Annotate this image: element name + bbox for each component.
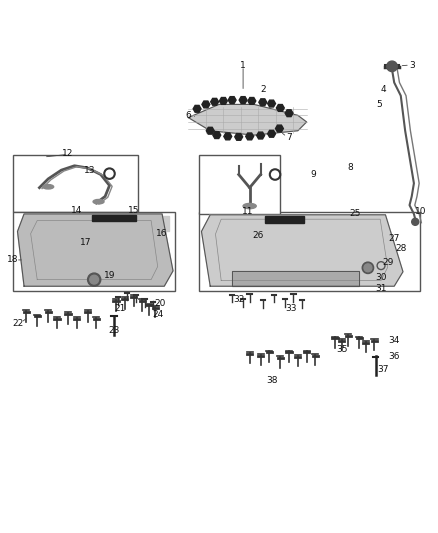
Polygon shape (239, 96, 247, 103)
Bar (265, 216, 304, 223)
Text: 12: 12 (62, 149, 74, 158)
Text: 16: 16 (156, 229, 168, 238)
Polygon shape (268, 131, 276, 137)
Polygon shape (206, 127, 214, 134)
Text: 6: 6 (185, 111, 191, 120)
Text: 26: 26 (253, 231, 264, 240)
Text: 19: 19 (104, 271, 115, 280)
Text: 9: 9 (310, 170, 316, 179)
Text: 7: 7 (286, 133, 292, 142)
Polygon shape (235, 133, 243, 140)
Text: 2: 2 (260, 85, 265, 94)
Text: 35: 35 (336, 345, 347, 354)
Polygon shape (232, 271, 359, 286)
Ellipse shape (42, 184, 53, 189)
Text: 36: 36 (389, 352, 400, 361)
Text: 4: 4 (381, 85, 386, 94)
FancyBboxPatch shape (199, 212, 420, 290)
Polygon shape (44, 216, 169, 231)
Text: 20: 20 (154, 299, 166, 308)
Text: 21: 21 (115, 304, 126, 313)
Text: 17: 17 (80, 238, 91, 247)
Text: 33: 33 (286, 304, 297, 313)
Polygon shape (18, 214, 173, 286)
Text: 13: 13 (84, 166, 95, 175)
Polygon shape (228, 96, 236, 103)
Text: 15: 15 (128, 206, 139, 215)
Polygon shape (211, 99, 219, 105)
FancyBboxPatch shape (13, 155, 138, 212)
Circle shape (88, 273, 101, 286)
Polygon shape (276, 125, 283, 132)
Polygon shape (202, 101, 210, 108)
Text: 34: 34 (389, 336, 400, 345)
Polygon shape (257, 132, 265, 139)
Polygon shape (285, 110, 293, 117)
Text: 23: 23 (108, 326, 120, 335)
Polygon shape (224, 133, 232, 140)
Polygon shape (246, 133, 254, 140)
Text: 14: 14 (71, 206, 82, 215)
FancyBboxPatch shape (199, 155, 280, 214)
Ellipse shape (243, 204, 256, 209)
Text: 37: 37 (378, 365, 389, 374)
Polygon shape (213, 132, 221, 139)
Text: 29: 29 (382, 257, 393, 266)
Text: 10: 10 (415, 207, 426, 216)
Text: 30: 30 (375, 273, 387, 282)
Text: 27: 27 (389, 233, 400, 243)
Polygon shape (268, 100, 276, 107)
FancyBboxPatch shape (13, 212, 175, 290)
Text: 28: 28 (395, 245, 406, 254)
Polygon shape (259, 99, 267, 106)
Polygon shape (276, 104, 284, 111)
Text: 8: 8 (347, 164, 353, 173)
Text: 31: 31 (375, 284, 387, 293)
Text: 22: 22 (12, 319, 23, 328)
Polygon shape (188, 104, 307, 135)
Circle shape (412, 219, 419, 225)
Circle shape (362, 262, 374, 273)
Polygon shape (248, 98, 256, 104)
Text: 11: 11 (242, 207, 253, 216)
Circle shape (364, 264, 372, 272)
Circle shape (90, 275, 99, 284)
Polygon shape (219, 98, 227, 104)
Text: 32: 32 (233, 295, 244, 304)
Text: 38: 38 (266, 376, 277, 385)
Text: 5: 5 (376, 100, 382, 109)
Polygon shape (201, 215, 403, 286)
Text: 1: 1 (240, 61, 246, 69)
Bar (92, 215, 136, 221)
Ellipse shape (93, 199, 104, 204)
Text: 25: 25 (349, 209, 360, 219)
Polygon shape (193, 106, 201, 112)
Text: 18: 18 (7, 255, 19, 264)
Circle shape (387, 61, 397, 71)
Text: 3: 3 (409, 61, 415, 69)
Text: 24: 24 (152, 310, 163, 319)
